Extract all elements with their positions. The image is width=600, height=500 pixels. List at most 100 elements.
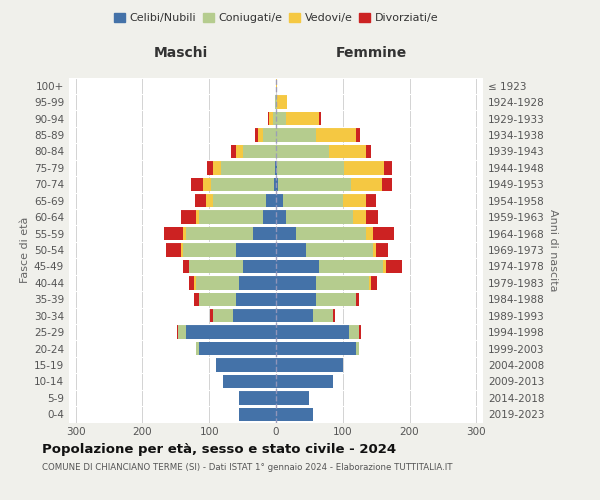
Bar	[276, 96, 277, 109]
Bar	[276, 244, 306, 256]
Bar	[181, 244, 182, 256]
Bar	[356, 342, 359, 355]
Bar	[386, 260, 402, 273]
Bar	[242, 260, 276, 273]
Bar	[276, 194, 283, 207]
Bar	[223, 374, 276, 388]
Bar	[276, 227, 296, 240]
Bar	[196, 342, 199, 355]
Bar	[276, 326, 349, 339]
Bar	[276, 342, 356, 355]
Bar	[182, 260, 189, 273]
Bar	[276, 358, 343, 372]
Bar	[276, 374, 333, 388]
Bar	[263, 210, 276, 224]
Bar	[211, 178, 274, 191]
Bar	[266, 194, 276, 207]
Bar	[233, 309, 276, 322]
Bar	[316, 128, 356, 141]
Bar	[359, 326, 361, 339]
Bar	[194, 194, 206, 207]
Bar	[353, 210, 366, 224]
Bar	[206, 194, 212, 207]
Bar	[213, 161, 221, 174]
Bar	[199, 292, 236, 306]
Bar	[199, 210, 263, 224]
Bar	[277, 161, 344, 174]
Bar	[203, 178, 211, 191]
Bar	[276, 79, 277, 92]
Text: Maschi: Maschi	[154, 46, 208, 60]
Bar	[276, 276, 316, 289]
Text: Femmine: Femmine	[335, 46, 407, 60]
Bar	[373, 244, 376, 256]
Bar	[382, 178, 392, 191]
Text: COMUNE DI CHIANCIANO TERME (SI) - Dati ISTAT 1° gennaio 2024 - Elaborazione TUTT: COMUNE DI CHIANCIANO TERME (SI) - Dati I…	[42, 462, 452, 471]
Bar	[212, 309, 233, 322]
Bar	[275, 161, 276, 174]
Bar	[182, 244, 236, 256]
Bar	[276, 391, 310, 404]
Bar	[196, 210, 199, 224]
Bar	[344, 161, 384, 174]
Bar	[186, 326, 276, 339]
Bar	[189, 260, 242, 273]
Bar	[366, 194, 376, 207]
Bar	[356, 128, 360, 141]
Bar	[196, 276, 239, 289]
Bar	[186, 227, 253, 240]
Bar	[316, 292, 356, 306]
Bar	[178, 326, 186, 339]
Bar	[263, 128, 276, 141]
Bar	[254, 128, 258, 141]
Bar	[370, 276, 371, 289]
Bar	[239, 391, 276, 404]
Bar	[278, 178, 352, 191]
Bar	[333, 309, 335, 322]
Bar	[276, 178, 278, 191]
Bar	[253, 227, 276, 240]
Bar	[166, 244, 181, 256]
Bar	[236, 144, 242, 158]
Bar	[207, 161, 213, 174]
Bar	[276, 309, 313, 322]
Bar	[276, 128, 316, 141]
Y-axis label: Fasce di età: Fasce di età	[20, 217, 30, 283]
Bar	[296, 227, 366, 240]
Bar	[274, 178, 276, 191]
Legend: Celibi/Nubili, Coniugati/e, Vedovi/e, Divorziati/e: Celibi/Nubili, Coniugati/e, Vedovi/e, Di…	[109, 8, 443, 28]
Bar	[181, 210, 196, 224]
Bar	[258, 128, 263, 141]
Y-axis label: Anni di nascita: Anni di nascita	[548, 208, 559, 291]
Bar	[272, 112, 276, 126]
Bar	[349, 326, 359, 339]
Bar	[366, 227, 373, 240]
Bar	[383, 260, 386, 273]
Bar	[319, 112, 321, 126]
Bar	[231, 144, 236, 158]
Bar	[236, 292, 276, 306]
Bar	[276, 161, 277, 174]
Bar	[366, 210, 378, 224]
Bar	[329, 144, 366, 158]
Bar	[276, 112, 286, 126]
Bar	[277, 96, 287, 109]
Bar	[276, 408, 313, 421]
Bar	[356, 292, 359, 306]
Bar	[313, 309, 333, 322]
Bar	[286, 112, 319, 126]
Bar	[371, 276, 377, 289]
Bar	[216, 358, 276, 372]
Bar	[268, 112, 269, 126]
Bar	[276, 210, 286, 224]
Bar	[191, 178, 203, 191]
Bar	[373, 227, 394, 240]
Bar	[199, 342, 276, 355]
Bar	[194, 276, 196, 289]
Bar	[212, 194, 266, 207]
Bar	[269, 112, 272, 126]
Bar	[384, 161, 392, 174]
Bar	[183, 227, 186, 240]
Bar	[306, 244, 373, 256]
Bar	[239, 276, 276, 289]
